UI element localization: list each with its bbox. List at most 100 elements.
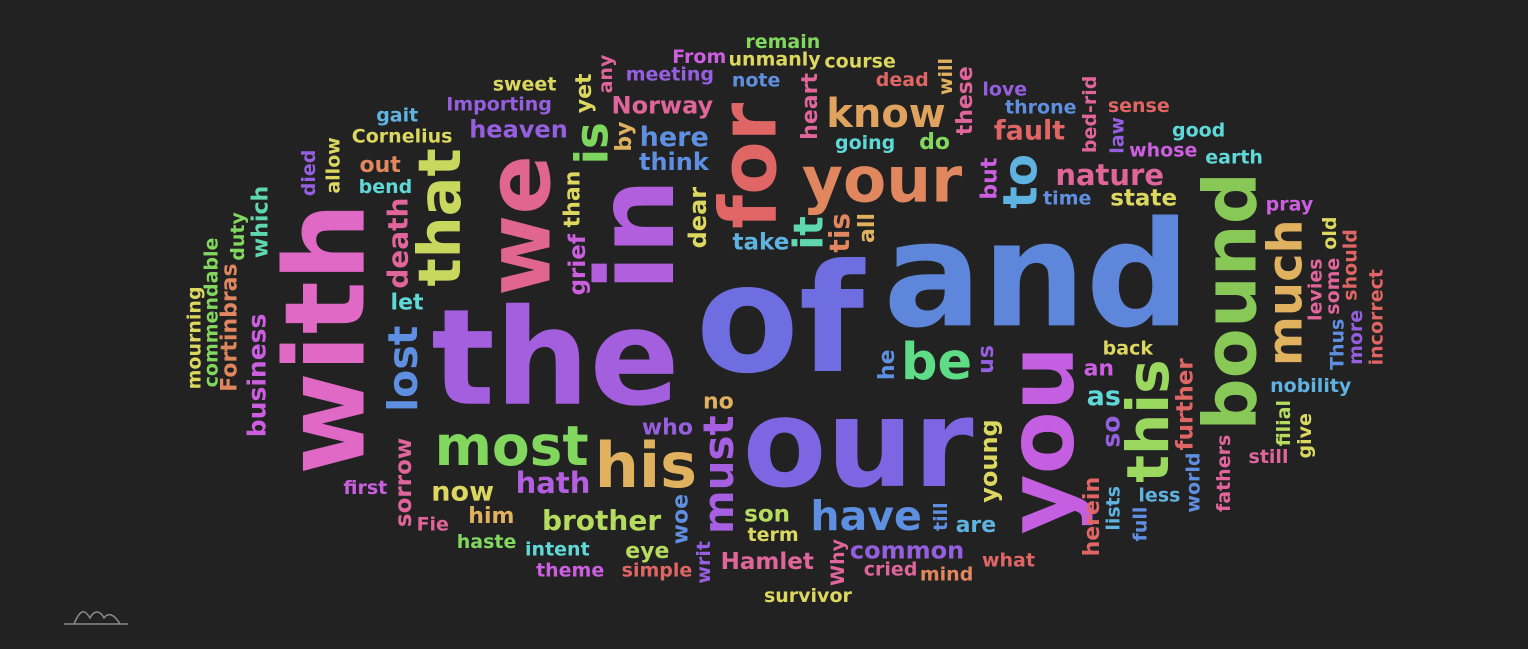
word-should: should	[1340, 229, 1362, 301]
word-bound: bound	[1188, 172, 1273, 431]
word-till: till	[930, 502, 952, 531]
word-fault: fault	[994, 115, 1065, 146]
word-pray: pray	[1266, 193, 1314, 215]
word-son: son	[744, 502, 790, 528]
word-yet: yet	[572, 73, 597, 113]
word-all: all	[855, 213, 880, 243]
word-who: who	[642, 415, 693, 440]
word-in: in	[575, 178, 699, 291]
word-to: to	[994, 154, 1049, 209]
word-writ: writ	[693, 541, 715, 584]
word-first: first	[343, 477, 387, 499]
word-full: full	[1130, 507, 1152, 542]
word-much: much	[1258, 219, 1314, 366]
word-bed-rid: bed-rid	[1079, 76, 1101, 153]
word-dear: dear	[684, 187, 712, 249]
word-he: he	[875, 349, 900, 380]
word-survivor: survivor	[764, 585, 853, 607]
word-than: than	[561, 171, 586, 228]
word-some: some	[1322, 258, 1344, 315]
word-thus: Thus	[1326, 319, 1348, 370]
word-have: have	[810, 492, 921, 540]
word-unmanly: unmanly	[729, 48, 822, 70]
word-hamlet: Hamlet	[721, 549, 814, 575]
word-this: this	[1114, 359, 1182, 482]
word-term: term	[748, 524, 799, 546]
word-be: be	[901, 333, 972, 392]
word-further: further	[1173, 358, 1199, 451]
word-him: him	[468, 504, 514, 529]
word-the: the	[431, 282, 679, 436]
word-remain: remain	[745, 31, 820, 53]
word-mourning: mourning	[183, 286, 205, 389]
word-grief: grief	[565, 233, 591, 295]
word-here: here	[640, 122, 709, 153]
word-think: think	[639, 148, 710, 176]
word-us: us	[974, 345, 999, 374]
word-sweet: sweet	[493, 73, 557, 95]
word-incorrect: incorrect	[1366, 269, 1388, 365]
word-duty: duty	[227, 212, 249, 261]
word-state: state	[1110, 185, 1177, 211]
word-still: still	[1249, 446, 1289, 468]
word-no: no	[703, 390, 734, 415]
word-cornelius: Cornelius	[352, 126, 453, 148]
word-earth: earth	[1205, 147, 1263, 169]
word-that: that	[405, 148, 474, 286]
word-sorrow: sorrow	[391, 438, 417, 527]
word-young: young	[975, 419, 1003, 502]
word-allow: allow	[323, 137, 345, 193]
word-what: what	[982, 549, 1035, 571]
word-sense: sense	[1108, 95, 1170, 117]
word-why: Why	[827, 538, 849, 585]
word-your: your	[802, 144, 962, 217]
word-less: less	[1138, 485, 1180, 507]
word-nobility: nobility	[1270, 375, 1352, 397]
word-with: with	[261, 202, 390, 475]
word-you: you	[987, 346, 1094, 535]
word-out: out	[359, 153, 401, 178]
word-meeting: meeting	[626, 63, 714, 85]
word-let: let	[391, 291, 424, 316]
word-must: must	[694, 415, 743, 534]
word-is: is	[566, 122, 619, 164]
word-business: business	[243, 314, 272, 438]
word-love: love	[982, 78, 1027, 100]
word-eye: eye	[625, 539, 669, 564]
word-levies: levies	[1304, 258, 1326, 321]
word-going: going	[835, 132, 895, 154]
word-bend: bend	[359, 176, 413, 198]
word-heart: heart	[798, 73, 823, 140]
word-norway: Norway	[612, 91, 714, 119]
word-good: good	[1172, 120, 1225, 142]
word-an: an	[1084, 357, 1115, 382]
word-and: and	[883, 190, 1190, 360]
word-commendable: commendable	[201, 238, 223, 388]
word-theme: theme	[536, 560, 604, 582]
word-note: note	[732, 69, 781, 91]
word-so: so	[1097, 416, 1126, 448]
word-gait: gait	[376, 104, 418, 126]
word-by: by	[612, 121, 637, 151]
word-old: old	[1319, 217, 1341, 250]
word-haste: haste	[457, 531, 517, 553]
logo-icon	[64, 611, 128, 625]
word-any: any	[595, 54, 617, 93]
word-fortinbras: Fortinbras	[218, 263, 243, 391]
word-lists: lists	[1103, 486, 1125, 531]
word-give: give	[1294, 413, 1316, 458]
word-whose: whose	[1129, 140, 1197, 162]
word-fathers: fathers	[1213, 435, 1235, 512]
word-nature: nature	[1055, 158, 1164, 192]
word-we: we	[467, 155, 570, 296]
word-it: it	[784, 216, 832, 250]
word-death: death	[382, 198, 415, 289]
word-fie: Fie	[417, 514, 449, 536]
word-our: our	[743, 373, 974, 515]
word-simple: simple	[622, 560, 693, 582]
word-course: course	[824, 51, 895, 73]
word-world: world	[1183, 453, 1205, 513]
word-will: will	[935, 58, 957, 95]
